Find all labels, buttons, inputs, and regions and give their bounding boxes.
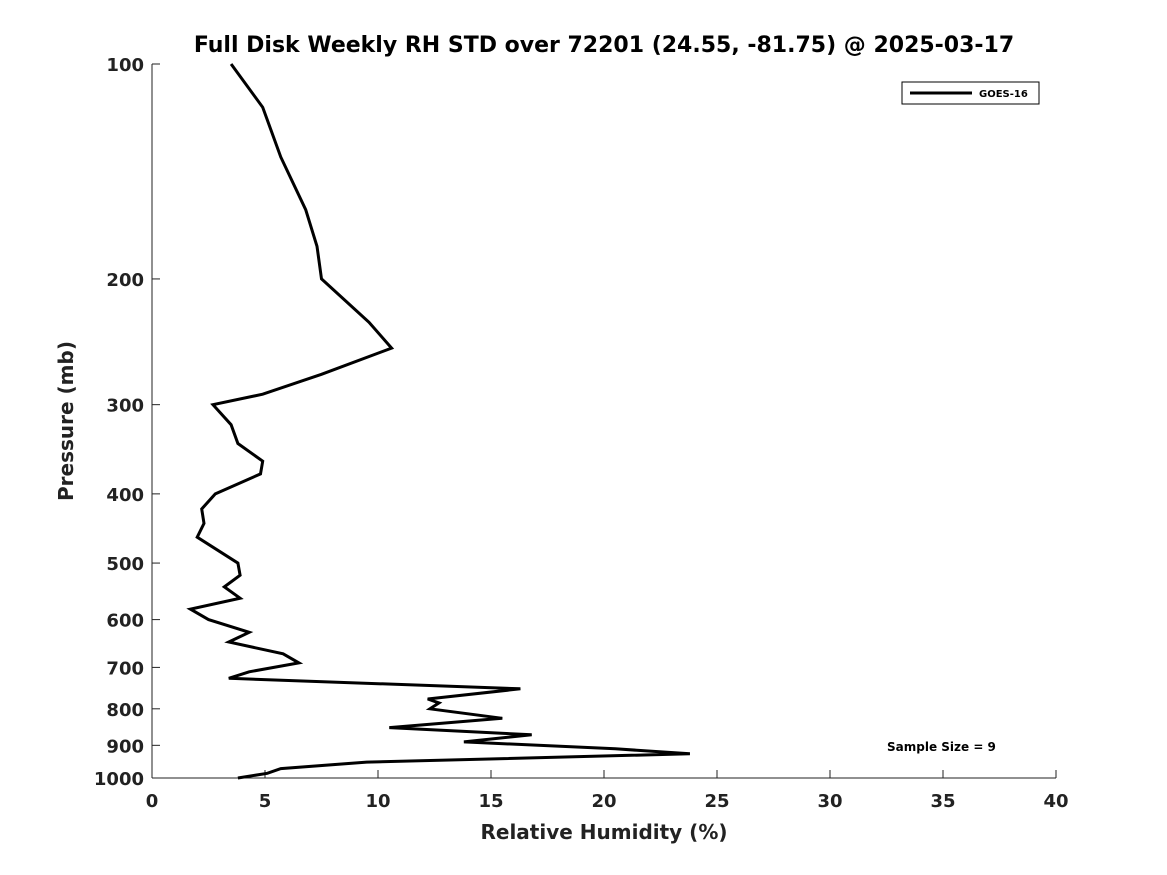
x-tick-label: 20 [591, 791, 616, 812]
x-tick-label: 25 [704, 791, 729, 812]
x-ticks: 0 5 10 15 20 25 30 35 40 [146, 770, 1069, 812]
legend: GOES-16 [901, 81, 1040, 105]
x-tick-label: 15 [478, 791, 503, 812]
x-axis-label: Relative Humidity (%) [480, 820, 727, 844]
legend-label: GOES-16 [979, 89, 1028, 100]
series-line-goes-16 [186, 63, 691, 780]
series-layer [186, 63, 691, 780]
x-tick-label: 5 [259, 791, 272, 812]
sample-size-annotation: Sample Size = 9 [887, 740, 996, 754]
y-tick-label: 900 [106, 736, 144, 757]
y-tick-label: 1000 [94, 769, 144, 790]
y-tick-label: 700 [106, 658, 144, 679]
y-axis-label: Pressure (mb) [54, 341, 78, 501]
y-ticks: 100 200 300 400 500 600 700 800 900 1000 [94, 55, 160, 790]
x-tick-label: 40 [1043, 791, 1068, 812]
y-tick-label: 800 [106, 700, 144, 721]
y-tick-label: 200 [106, 270, 144, 291]
y-tick-label: 100 [106, 55, 144, 76]
y-tick-label: 500 [106, 554, 144, 575]
x-tick-label: 35 [930, 791, 955, 812]
y-tick-label: 400 [106, 485, 144, 506]
y-tick-label: 300 [106, 396, 144, 417]
x-tick-label: 30 [817, 791, 842, 812]
chart-title: Full Disk Weekly RH STD over 72201 (24.5… [194, 33, 1014, 58]
x-tick-label: 0 [146, 791, 159, 812]
y-tick-label: 600 [106, 611, 144, 632]
x-tick-label: 10 [365, 791, 390, 812]
